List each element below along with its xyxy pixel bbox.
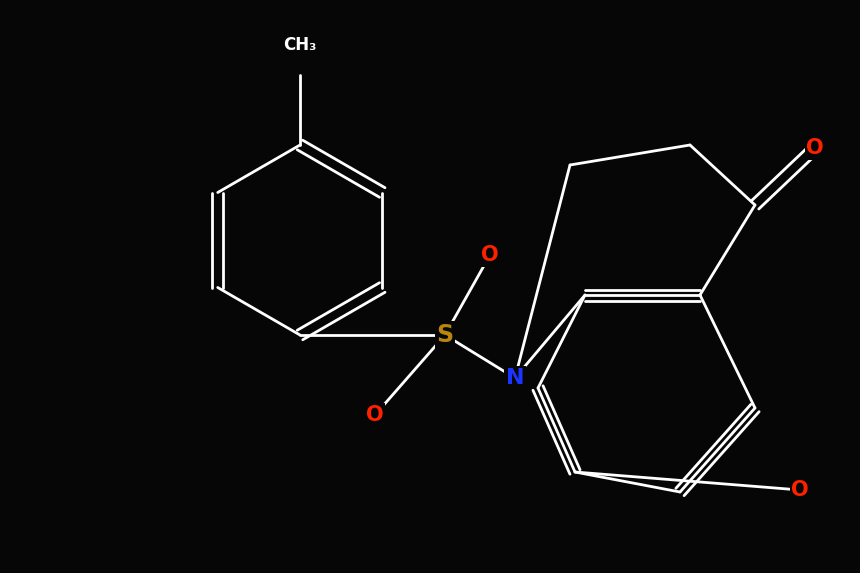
Text: S: S	[436, 323, 453, 347]
Text: CH₃: CH₃	[283, 36, 316, 54]
Text: O: O	[791, 480, 808, 500]
Text: N: N	[506, 368, 525, 388]
Text: O: O	[366, 405, 384, 425]
Text: O: O	[806, 138, 824, 158]
Text: O: O	[482, 245, 499, 265]
